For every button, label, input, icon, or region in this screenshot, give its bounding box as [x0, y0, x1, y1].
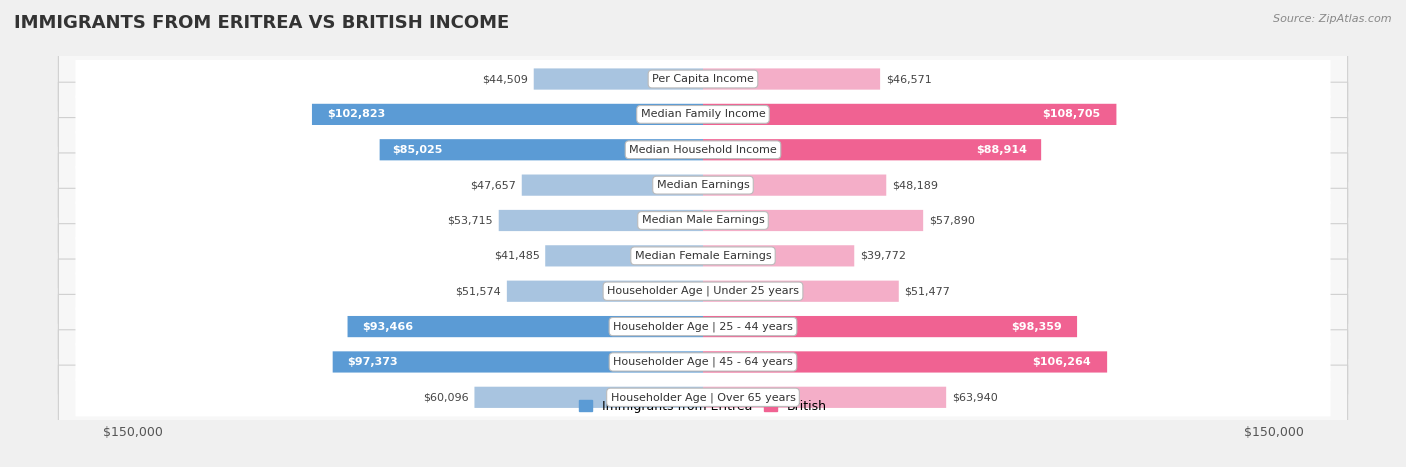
FancyBboxPatch shape	[76, 343, 1330, 381]
FancyBboxPatch shape	[59, 365, 1347, 430]
Text: Median Female Earnings: Median Female Earnings	[634, 251, 772, 261]
Text: Median Earnings: Median Earnings	[657, 180, 749, 190]
FancyBboxPatch shape	[312, 104, 703, 125]
Text: $93,466: $93,466	[361, 322, 413, 332]
FancyBboxPatch shape	[474, 387, 703, 408]
Text: $57,890: $57,890	[929, 215, 974, 226]
FancyBboxPatch shape	[347, 316, 703, 337]
Text: $46,571: $46,571	[886, 74, 932, 84]
FancyBboxPatch shape	[333, 351, 703, 373]
FancyBboxPatch shape	[703, 351, 1107, 373]
FancyBboxPatch shape	[703, 281, 898, 302]
Text: $41,485: $41,485	[494, 251, 540, 261]
FancyBboxPatch shape	[703, 210, 924, 231]
Text: $98,359: $98,359	[1011, 322, 1062, 332]
Text: $51,477: $51,477	[904, 286, 950, 296]
Text: $47,657: $47,657	[470, 180, 516, 190]
FancyBboxPatch shape	[76, 95, 1330, 134]
Text: IMMIGRANTS FROM ERITREA VS BRITISH INCOME: IMMIGRANTS FROM ERITREA VS BRITISH INCOM…	[14, 14, 509, 32]
Text: Median Household Income: Median Household Income	[628, 145, 778, 155]
Text: $51,574: $51,574	[456, 286, 501, 296]
FancyBboxPatch shape	[703, 69, 880, 90]
FancyBboxPatch shape	[59, 118, 1347, 182]
Text: Per Capita Income: Per Capita Income	[652, 74, 754, 84]
FancyBboxPatch shape	[76, 378, 1330, 417]
Text: $44,509: $44,509	[482, 74, 529, 84]
Text: Median Male Earnings: Median Male Earnings	[641, 215, 765, 226]
Text: Median Family Income: Median Family Income	[641, 109, 765, 120]
Legend: Immigrants from Eritrea, British: Immigrants from Eritrea, British	[574, 395, 832, 417]
FancyBboxPatch shape	[546, 245, 703, 267]
FancyBboxPatch shape	[76, 131, 1330, 169]
FancyBboxPatch shape	[76, 307, 1330, 346]
FancyBboxPatch shape	[703, 175, 886, 196]
FancyBboxPatch shape	[703, 104, 1116, 125]
FancyBboxPatch shape	[76, 166, 1330, 204]
Text: $53,715: $53,715	[447, 215, 494, 226]
Text: $97,373: $97,373	[347, 357, 398, 367]
FancyBboxPatch shape	[76, 272, 1330, 310]
FancyBboxPatch shape	[76, 237, 1330, 275]
Text: $88,914: $88,914	[977, 145, 1028, 155]
Text: Source: ZipAtlas.com: Source: ZipAtlas.com	[1274, 14, 1392, 24]
Text: $85,025: $85,025	[392, 145, 443, 155]
FancyBboxPatch shape	[59, 224, 1347, 288]
FancyBboxPatch shape	[76, 60, 1330, 98]
FancyBboxPatch shape	[522, 175, 703, 196]
Text: Householder Age | 45 - 64 years: Householder Age | 45 - 64 years	[613, 357, 793, 367]
FancyBboxPatch shape	[59, 153, 1347, 217]
Text: $106,264: $106,264	[1032, 357, 1091, 367]
Text: $63,940: $63,940	[952, 392, 998, 402]
FancyBboxPatch shape	[59, 82, 1347, 147]
FancyBboxPatch shape	[76, 201, 1330, 240]
FancyBboxPatch shape	[703, 245, 855, 267]
FancyBboxPatch shape	[59, 294, 1347, 359]
Text: $108,705: $108,705	[1042, 109, 1099, 120]
FancyBboxPatch shape	[703, 387, 946, 408]
FancyBboxPatch shape	[534, 69, 703, 90]
FancyBboxPatch shape	[506, 281, 703, 302]
Text: $102,823: $102,823	[328, 109, 385, 120]
FancyBboxPatch shape	[499, 210, 703, 231]
FancyBboxPatch shape	[59, 259, 1347, 324]
Text: Householder Age | 25 - 44 years: Householder Age | 25 - 44 years	[613, 321, 793, 332]
FancyBboxPatch shape	[59, 47, 1347, 111]
FancyBboxPatch shape	[703, 139, 1042, 160]
Text: $60,096: $60,096	[423, 392, 468, 402]
FancyBboxPatch shape	[703, 316, 1077, 337]
Text: Householder Age | Over 65 years: Householder Age | Over 65 years	[610, 392, 796, 403]
FancyBboxPatch shape	[380, 139, 703, 160]
FancyBboxPatch shape	[59, 188, 1347, 253]
Text: $48,189: $48,189	[891, 180, 938, 190]
Text: $39,772: $39,772	[860, 251, 905, 261]
FancyBboxPatch shape	[59, 330, 1347, 394]
Text: Householder Age | Under 25 years: Householder Age | Under 25 years	[607, 286, 799, 297]
